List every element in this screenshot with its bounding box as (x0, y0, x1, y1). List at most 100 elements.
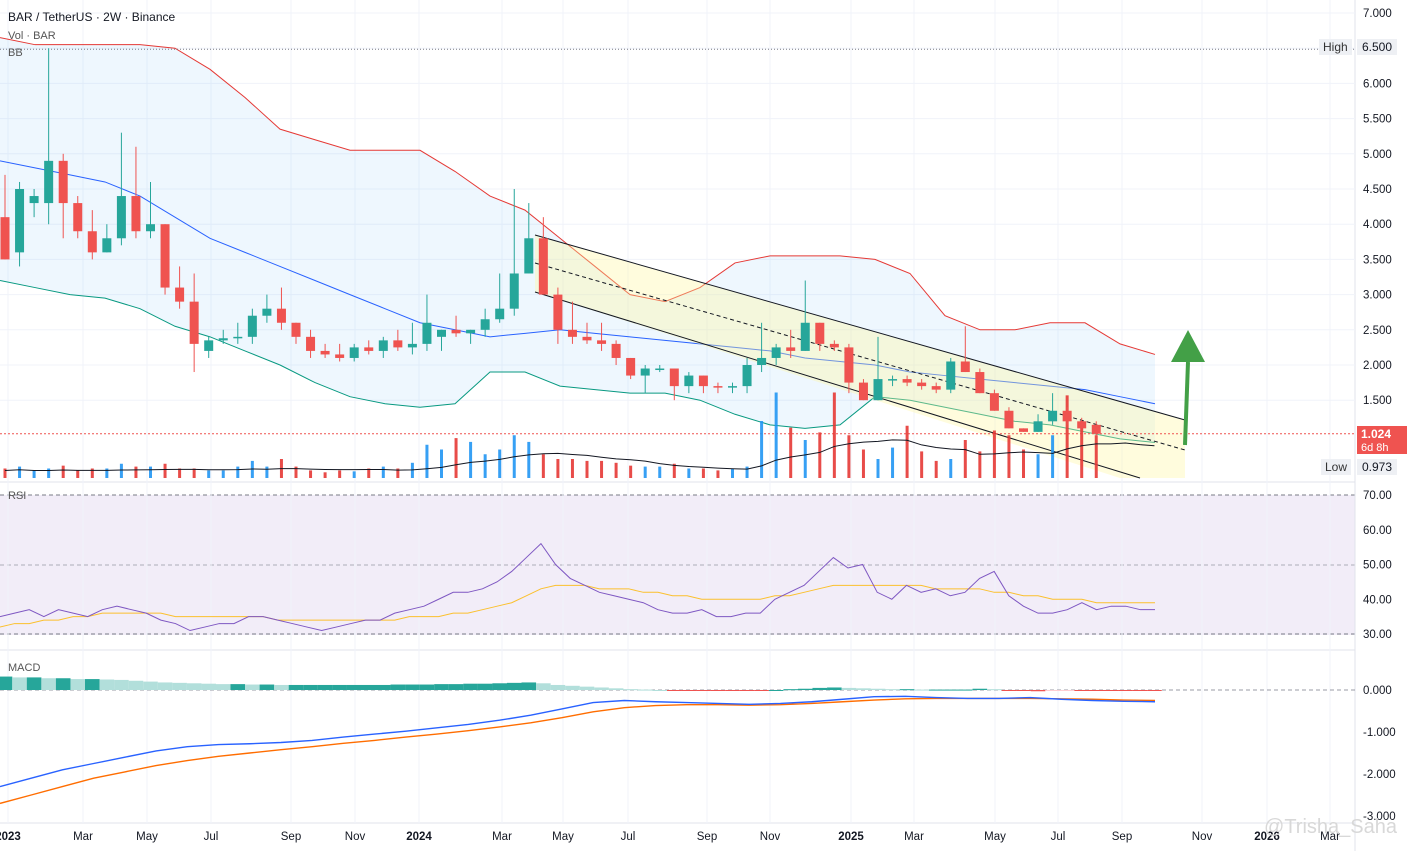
volume-bar (1094, 435, 1098, 478)
volume-bar (294, 466, 298, 478)
time-axis-label: Mar (904, 831, 924, 843)
volume-bar (76, 470, 80, 478)
candle (1091, 421, 1101, 436)
candle-body (189, 301, 199, 344)
volume-bar (47, 468, 51, 478)
volume-bar (367, 468, 371, 478)
volume-bar (1007, 435, 1011, 478)
volume-bar (905, 425, 909, 478)
volume-bar (600, 460, 604, 478)
macd-histogram-bar (972, 688, 988, 690)
macd-histogram-bar (99, 679, 115, 690)
candle-body (611, 343, 621, 358)
candle (1019, 428, 1028, 432)
candle-body (1004, 410, 1014, 429)
time-axis-label: 2025 (838, 831, 864, 843)
macd-histogram-bar (885, 689, 900, 691)
candle (800, 280, 810, 351)
volume-bar (32, 470, 36, 478)
volume-bar (1051, 435, 1055, 478)
volume-bar (876, 459, 880, 478)
candle (611, 340, 621, 365)
breakout-arrow-head (1171, 330, 1205, 362)
candle-body (393, 340, 403, 348)
candle-body (146, 224, 155, 232)
time-axis-label: Mar (73, 831, 93, 843)
volume-bar (541, 454, 545, 478)
candle (291, 322, 301, 344)
candle-body (495, 308, 505, 320)
macd-histogram-bar (1118, 690, 1133, 691)
high-value: 6.500 (1357, 39, 1398, 55)
candle-body (946, 361, 956, 390)
candle-body (1077, 421, 1087, 429)
volume-bar (687, 468, 691, 478)
volume-bar (789, 427, 793, 478)
candle-body (684, 375, 694, 387)
volume-ma-line (4, 439, 1155, 471)
candle-body (320, 350, 330, 355)
candle (320, 343, 330, 358)
candle (640, 365, 650, 394)
last-price: 1.024 (1357, 426, 1407, 442)
time-axis-label: Nov (345, 831, 366, 843)
macd-histogram-bar (1147, 690, 1162, 691)
macd-histogram-bar (245, 684, 260, 690)
candle (73, 196, 83, 239)
macd-histogram-bar (303, 684, 318, 690)
candle (728, 382, 737, 394)
candle (1004, 407, 1014, 429)
candle (233, 322, 243, 344)
volume-bar (658, 466, 662, 478)
candle-body (116, 196, 126, 239)
candle-body (218, 338, 228, 341)
volume-bar (3, 468, 7, 478)
macd-histogram-bar (870, 688, 886, 690)
candle-body (102, 238, 112, 253)
macd-histogram-bar (550, 684, 566, 690)
candle-body (931, 386, 941, 390)
candle-body (407, 343, 417, 348)
volume-bar (309, 470, 313, 478)
macd-histogram-bar (623, 689, 638, 691)
breakout-arrow-shaft (1183, 361, 1190, 446)
macd-histogram-bar (594, 687, 609, 690)
macd-histogram-bar (128, 680, 144, 690)
candle-body (480, 319, 490, 330)
volume-bar (119, 463, 123, 478)
volume-bar (236, 466, 240, 478)
candle-body (160, 224, 170, 288)
macd-histogram-bar (827, 687, 842, 690)
candle (567, 301, 577, 344)
volume-bar (527, 441, 531, 478)
candle (1048, 393, 1058, 425)
candle-body (1091, 424, 1101, 434)
bb-band-fill (0, 37, 1155, 443)
macd-histogram-bar (477, 683, 493, 690)
macd-line (0, 695, 1156, 788)
candle-body (247, 315, 257, 337)
macd-histogram-bar (361, 684, 377, 690)
candle (160, 224, 170, 295)
macd-histogram-bar (667, 690, 682, 691)
volume-bar (832, 392, 836, 478)
candle (989, 389, 999, 411)
macd-histogram-bar (1103, 690, 1119, 691)
volume-bar (61, 465, 65, 478)
candle-body (538, 238, 548, 295)
volume-bar (774, 392, 778, 478)
volume-bar (978, 451, 982, 478)
macd-histogram-bar (856, 688, 871, 690)
candle (378, 336, 388, 358)
candle-body (291, 322, 301, 337)
candle (509, 189, 519, 316)
candle (0, 174, 10, 260)
channel-mid-line (534, 262, 1186, 451)
candle (888, 375, 898, 387)
volume-bar (570, 459, 574, 478)
volume-bar (963, 440, 967, 478)
low-label: Low (1321, 459, 1352, 475)
macd-signal-line (0, 697, 1156, 805)
volume-bar (643, 466, 647, 478)
